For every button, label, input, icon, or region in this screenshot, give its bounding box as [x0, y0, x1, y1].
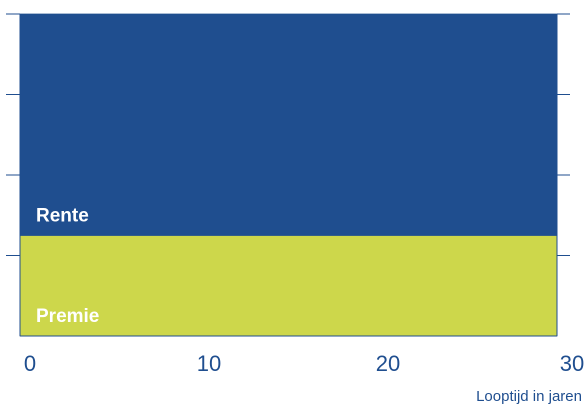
x-tick-label: 30: [560, 351, 584, 376]
series-label-premie: Premie: [36, 306, 99, 327]
series-label-layer: Premie Rente: [36, 205, 99, 327]
area-layer: [19, 13, 558, 337]
area-premie: [19, 234, 558, 337]
x-axis-title: Looptijd in jaren: [476, 388, 582, 405]
series-label-rente: Rente: [36, 205, 89, 226]
x-tick-label: 20: [376, 351, 400, 376]
x-tick-labels: 0 10 20 30: [24, 351, 584, 376]
axes-layer: [6, 13, 570, 337]
x-tick-label: 0: [24, 351, 36, 376]
area-rente: [19, 13, 558, 236]
x-tick-label: 10: [197, 351, 221, 376]
